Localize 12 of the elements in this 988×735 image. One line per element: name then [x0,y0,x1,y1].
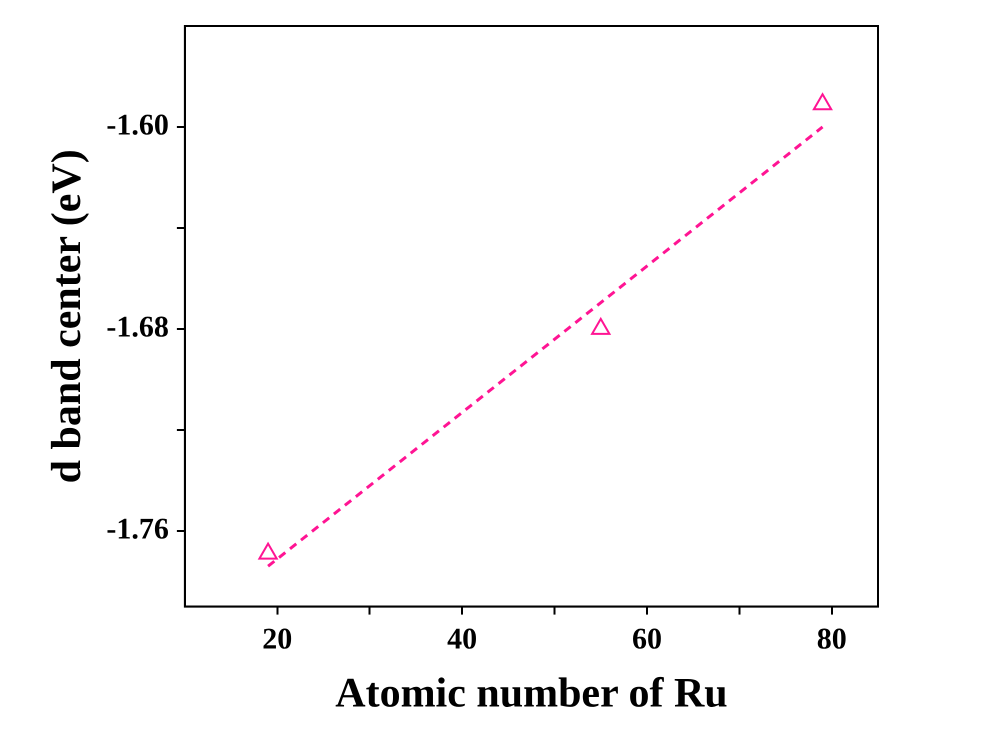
x-tick-label: 20 [262,622,292,656]
point [258,542,278,560]
point [591,318,610,335]
x-tick-label: 80 [816,622,847,656]
point [812,93,832,110]
x-tick-label: 40 [447,622,478,656]
x-tick-label: 60 [632,622,662,656]
x-axis-title: Atomic number of Ru [335,670,728,717]
y-tick-label: -1.60 [106,108,169,142]
y-axis-title: d band center (eV) [44,149,90,484]
y-tick-label: -1.68 [106,310,169,344]
y-tick-label: -1.76 [106,512,169,546]
